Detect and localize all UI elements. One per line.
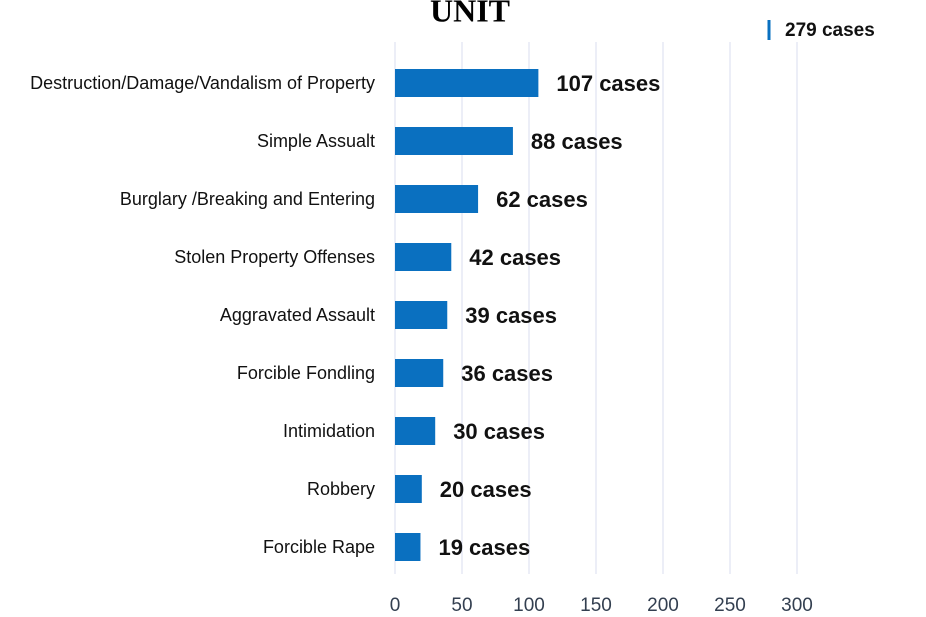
x-tick-label: 50 [451, 595, 472, 616]
bar [395, 301, 448, 329]
value-label: 39 cases [465, 303, 557, 328]
y-tick-label-box: Burglary /Breaking and Entering [5, 170, 375, 228]
value-label: 30 cases [453, 419, 545, 444]
bar [395, 417, 436, 445]
x-tick-label: 150 [580, 595, 612, 616]
x-tick-label: 0 [390, 595, 401, 616]
bar [395, 127, 513, 155]
value-label: 42 cases [469, 245, 561, 270]
y-tick-label: Destruction/Damage/Vandalism of Property [30, 73, 375, 93]
y-tick-label-box: Forcible Rape [5, 518, 375, 576]
y-tick-label: Forcible Fondling [236, 363, 375, 383]
value-label: 88 cases [531, 129, 623, 154]
y-tick-label-box: Destruction/Damage/Vandalism of Property [5, 54, 375, 112]
value-label: 62 cases [496, 187, 588, 212]
bar [395, 533, 421, 561]
bar [395, 243, 452, 271]
y-tick-label-box: Intimidation [5, 402, 375, 460]
bar [395, 359, 444, 387]
y-tick-label-box: Forcible Fondling [5, 344, 375, 402]
y-tick-label: Intimidation [282, 421, 375, 441]
y-tick-label: Simple Assualt [256, 131, 375, 151]
bar [395, 185, 479, 213]
y-tick-label: Robbery [306, 479, 375, 499]
y-tick-label-box: Simple Assualt [5, 112, 375, 170]
y-tick-label: Stolen Property Offenses [174, 247, 375, 267]
y-tick-label: Burglary /Breaking and Entering [119, 189, 375, 209]
bar [395, 475, 422, 503]
annotation: 279 cases [785, 20, 875, 41]
x-tick-label: 200 [647, 595, 679, 616]
x-tick-label: 250 [714, 595, 746, 616]
value-label: 19 cases [438, 535, 530, 560]
y-tick-label-box: Stolen Property Offenses [5, 228, 375, 286]
value-label: 36 cases [461, 361, 553, 386]
x-tick-label: 100 [513, 595, 545, 616]
y-tick-label: Forcible Rape [262, 537, 375, 557]
y-tick-label-box: Robbery [5, 460, 375, 518]
y-tick-label: Aggravated Assault [219, 305, 375, 325]
value-label: 20 cases [440, 477, 532, 502]
chart-title: UNIT [430, 0, 510, 28]
value-label: 107 cases [556, 71, 660, 96]
bar [395, 69, 539, 97]
x-tick-label: 300 [781, 595, 813, 616]
y-tick-label-box: Aggravated Assault [5, 286, 375, 344]
